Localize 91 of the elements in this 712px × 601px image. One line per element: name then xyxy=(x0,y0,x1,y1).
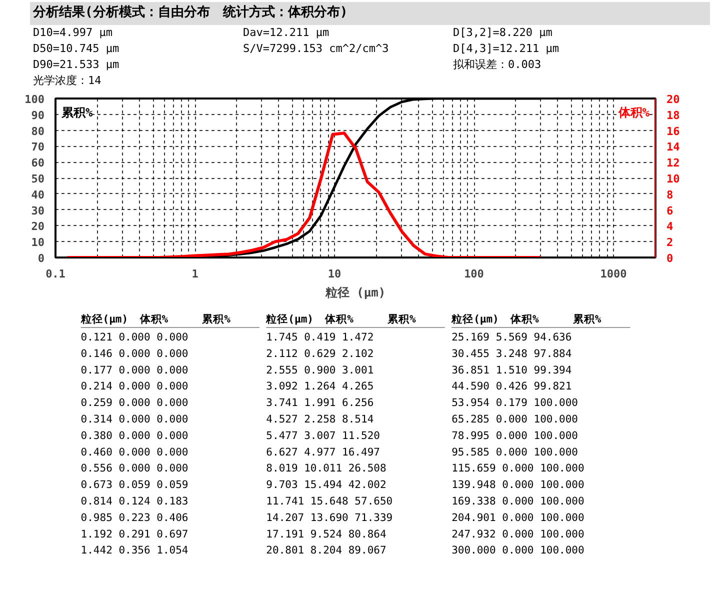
text: D[4,3]=12.211 μm xyxy=(452,40,560,57)
text: 0.121 0.000 0.000 xyxy=(80,332,188,344)
text: 体积% xyxy=(510,312,540,326)
text: D[3,2]=8.220 μm xyxy=(452,24,554,41)
text: D50=10.745 μm xyxy=(32,40,120,57)
text: 6.627 4.977 16.497 xyxy=(266,446,380,458)
text: 体积% xyxy=(617,106,650,120)
y-tick-label: 70 xyxy=(31,140,45,154)
text: 247.932 0.000 100.000 xyxy=(452,528,584,540)
x-tick-label: 0.1 xyxy=(46,268,66,280)
text: 0.177 0.000 0.000 xyxy=(80,364,188,376)
text: 0.380 0.000 0.000 xyxy=(80,430,188,442)
text: 粒径(μm) xyxy=(265,312,314,326)
y-tick-label: 30 xyxy=(31,204,45,218)
text: 0.814 0.124 0.183 xyxy=(80,496,188,508)
text: 30.455 3.248 97.884 xyxy=(452,348,572,360)
text: 25.169 5.569 94.636 xyxy=(452,332,572,344)
text: 53.954 0.179 100.000 xyxy=(452,397,578,410)
text: 139.948 0.000 100.000 xyxy=(452,479,584,492)
text: 36.851 1.510 99.394 xyxy=(452,364,572,376)
text: 0.214 0.000 0.000 xyxy=(80,380,188,393)
text: 1.745 0.419 1.472 xyxy=(266,332,374,344)
text: 3.092 1.264 4.265 xyxy=(266,380,374,393)
text: 11.741 15.648 57.650 xyxy=(266,496,393,508)
text: 累积% xyxy=(201,314,232,326)
y-tick-label: 90 xyxy=(31,108,45,122)
y2-tick-label: 4 xyxy=(666,220,674,234)
text: 粒径(μm) xyxy=(80,312,128,326)
text: 8.019 10.011 26.508 xyxy=(266,462,386,475)
x-tick-label: 1 xyxy=(192,268,199,280)
text: 44.590 0.426 99.821 xyxy=(452,380,572,393)
text: 0.146 0.000 0.000 xyxy=(80,348,188,360)
text: 光学浓度：14 xyxy=(32,72,102,89)
y-tick-label: 80 xyxy=(31,124,45,138)
text: 2.555 0.900 3.001 xyxy=(266,364,374,376)
x-axis-title: 粒径 (μm) xyxy=(324,286,386,300)
text: 169.338 0.000 100.000 xyxy=(452,496,584,508)
text: 204.901 0.000 100.000 xyxy=(452,512,584,524)
y2-tick-label: 16 xyxy=(666,124,680,138)
y-tick-label: 40 xyxy=(31,188,45,202)
text: 0.985 0.223 0.406 xyxy=(80,512,188,524)
text: 1.442 0.356 1.054 xyxy=(80,544,188,557)
text: 65.285 0.000 100.000 xyxy=(452,414,578,426)
text: D10=4.997 μm xyxy=(32,24,114,41)
y2-tick-label: 12 xyxy=(666,156,680,170)
y-tick-label: 100 xyxy=(24,93,45,106)
text: 0.259 0.000 0.000 xyxy=(80,397,188,410)
y-tick-label: 20 xyxy=(31,220,45,234)
text: S/V=7299.153 cm^2/cm^3 xyxy=(242,40,390,57)
x-tick-label: 100 xyxy=(464,268,484,280)
text: 17.191 9.524 80.864 xyxy=(266,528,386,540)
x-tick-label: 10 xyxy=(328,268,342,280)
y-tick-label: 60 xyxy=(31,156,45,170)
text: 累积% xyxy=(386,314,417,326)
y2-tick-label: 10 xyxy=(666,172,680,186)
y-tick-label: 10 xyxy=(31,236,45,250)
text: 2.112 0.629 2.102 xyxy=(266,348,374,360)
text: 14.207 13.690 71.339 xyxy=(266,512,393,524)
y2-tick-label: 0 xyxy=(666,252,674,265)
text: 78.995 0.000 100.000 xyxy=(452,430,578,442)
text: 粒径(μm) xyxy=(450,312,499,326)
text: 0.673 0.059 0.059 xyxy=(80,479,188,492)
text: 0.460 0.000 0.000 xyxy=(80,446,188,458)
y2-tick-label: 2 xyxy=(666,236,674,250)
text: 9.703 15.494 42.002 xyxy=(266,479,386,492)
y2-tick-label: 6 xyxy=(666,204,674,218)
y-tick-label: 0 xyxy=(38,252,44,265)
text: 4.527 2.258 8.514 xyxy=(266,414,374,426)
text: 3.741 1.991 6.256 xyxy=(266,397,374,410)
text: 115.659 0.000 100.000 xyxy=(452,462,584,475)
chart-title: 分析结果(分析模式：自由分布 统计方式：体积分布) xyxy=(30,2,710,25)
y2-tick-label: 8 xyxy=(666,188,674,202)
text: 5.477 3.007 11.520 xyxy=(266,430,380,442)
text: 20.801 8.204 89.067 xyxy=(266,544,386,557)
text: 累积% xyxy=(572,314,602,326)
y2-tick-label: 14 xyxy=(666,140,680,154)
text: Dav=12.211 μm xyxy=(242,24,330,41)
text: 95.585 0.000 100.000 xyxy=(452,446,578,458)
text: 累积% xyxy=(60,106,94,120)
text: 0.556 0.000 0.000 xyxy=(80,462,188,475)
text: 300.000 0.000 100.000 xyxy=(452,544,584,557)
y-tick-label: 50 xyxy=(31,172,45,186)
text: D90=21.533 μm xyxy=(32,56,120,73)
y2-tick-label: 18 xyxy=(666,108,680,122)
y2-tick-label: 20 xyxy=(666,93,680,106)
text: 0.314 0.000 0.000 xyxy=(80,414,188,426)
x-tick-label: 1000 xyxy=(600,268,627,280)
text: 体积% xyxy=(138,312,169,326)
text: 体积% xyxy=(324,312,354,326)
text: 1.192 0.291 0.697 xyxy=(80,528,188,540)
text: 拟和误差：0.003 xyxy=(452,56,542,73)
